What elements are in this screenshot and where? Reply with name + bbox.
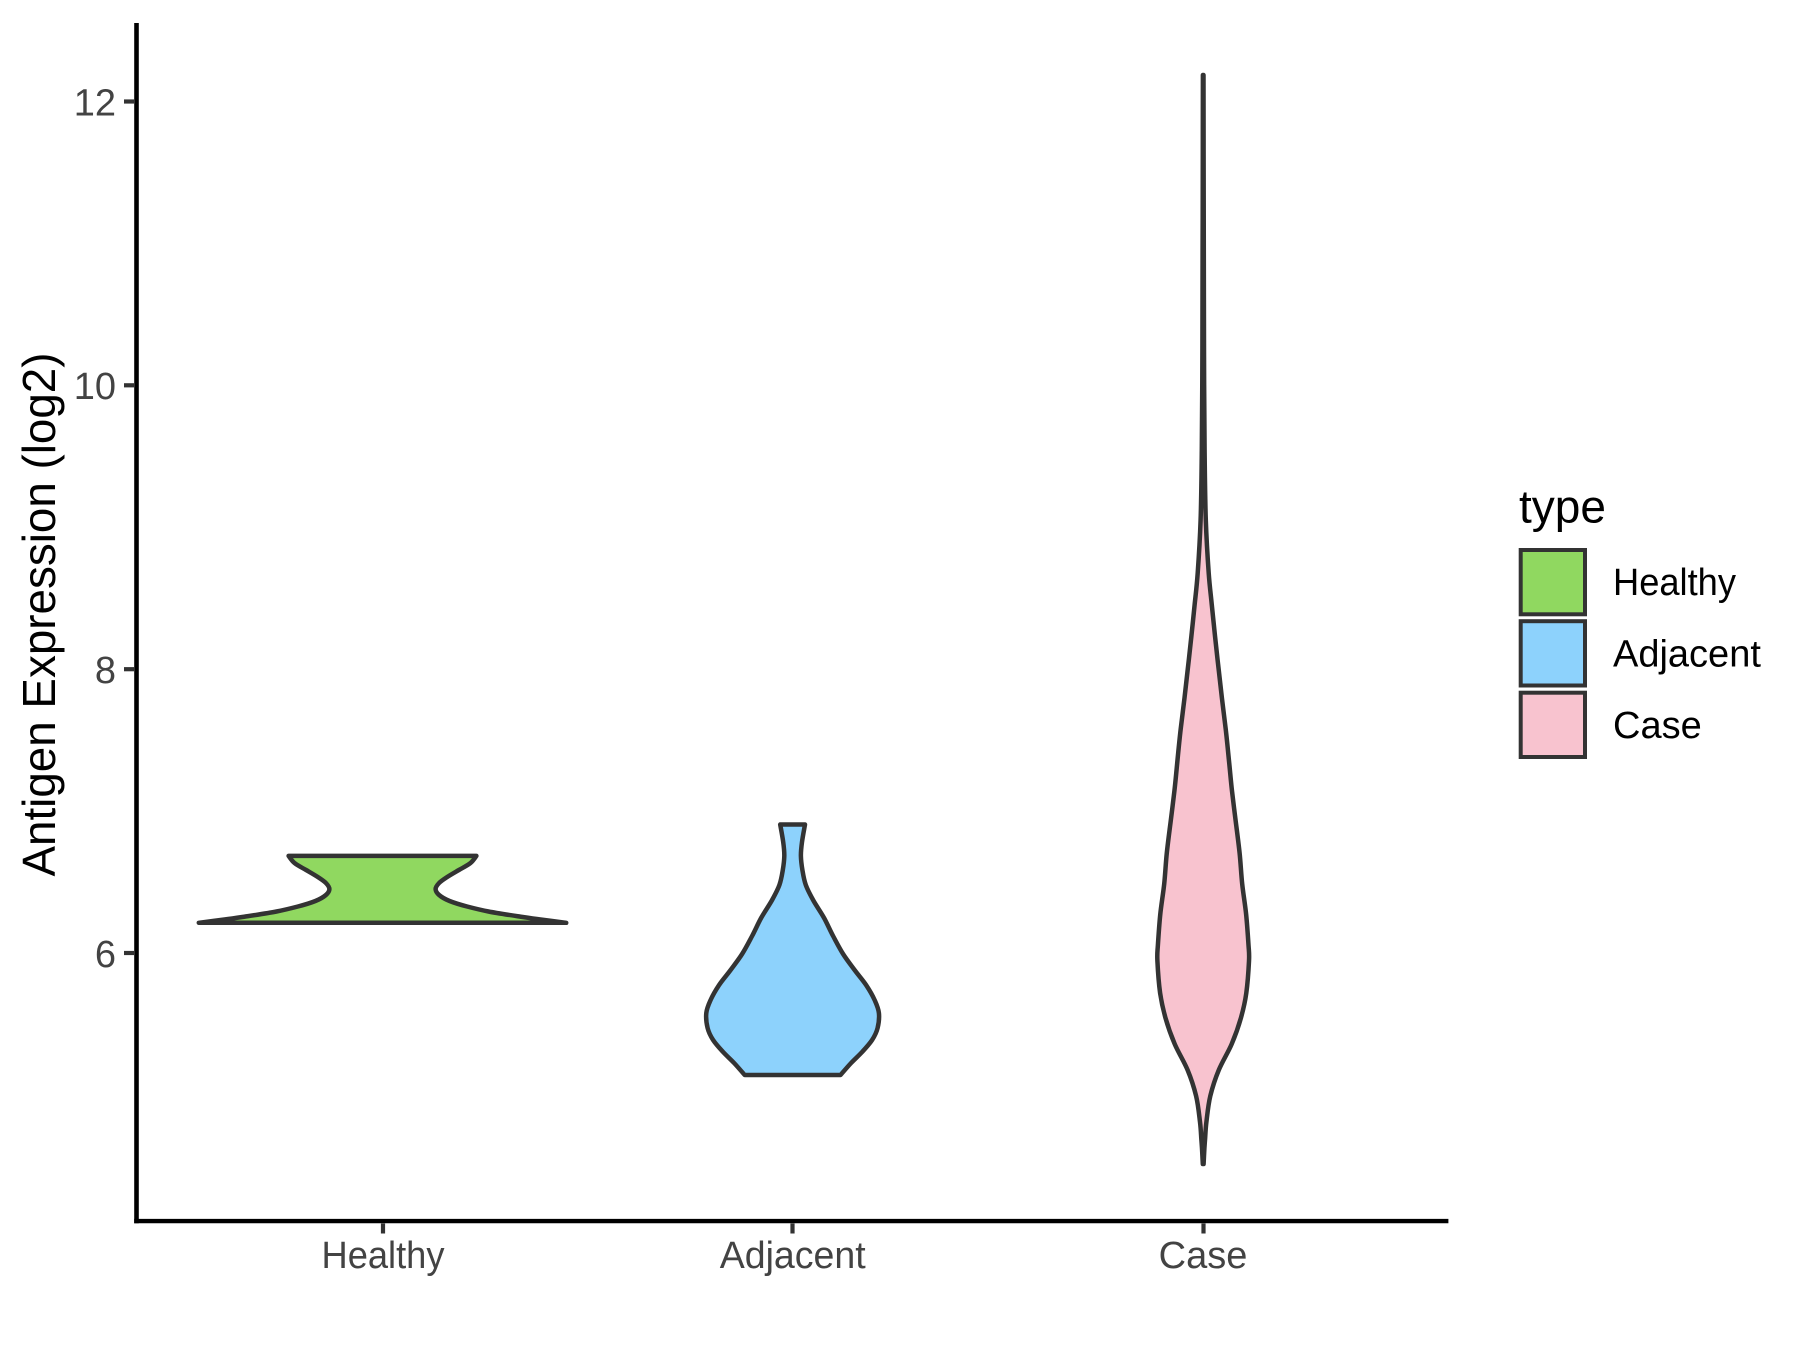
- svg-text:6: 6: [95, 934, 116, 976]
- svg-text:Case: Case: [1159, 1235, 1248, 1277]
- svg-text:Healthy: Healthy: [1613, 562, 1736, 604]
- svg-text:8: 8: [95, 650, 116, 692]
- svg-text:Adjacent: Adjacent: [720, 1235, 866, 1277]
- svg-text:10: 10: [74, 366, 116, 408]
- svg-text:Antigen Expression (log2): Antigen Expression (log2): [13, 353, 65, 877]
- svg-text:Adjacent: Adjacent: [1613, 633, 1761, 675]
- svg-text:Healthy: Healthy: [322, 1235, 445, 1277]
- svg-text:type: type: [1519, 481, 1606, 533]
- svg-text:Case: Case: [1613, 705, 1702, 747]
- svg-text:12: 12: [74, 82, 116, 124]
